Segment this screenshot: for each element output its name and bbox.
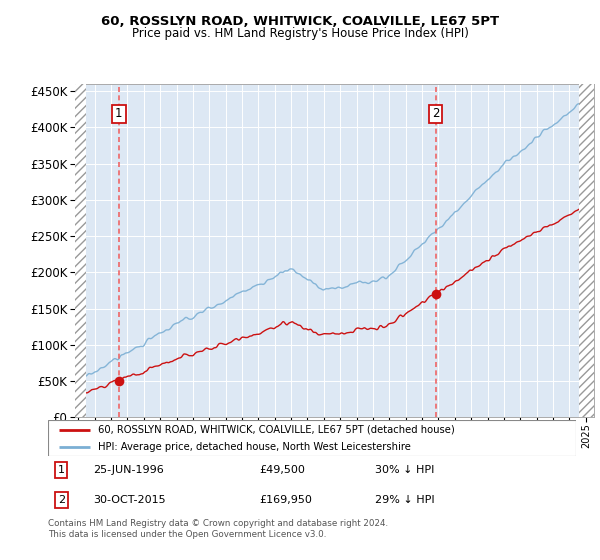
Bar <box>579 84 594 417</box>
Text: 1: 1 <box>58 465 65 475</box>
Text: 30-OCT-2015: 30-OCT-2015 <box>93 495 166 505</box>
Text: 60, ROSSLYN ROAD, WHITWICK, COALVILLE, LE67 5PT (detached house): 60, ROSSLYN ROAD, WHITWICK, COALVILLE, L… <box>98 425 455 435</box>
Text: 2: 2 <box>58 495 65 505</box>
Text: 30% ↓ HPI: 30% ↓ HPI <box>376 465 435 475</box>
FancyBboxPatch shape <box>48 420 576 456</box>
Text: 60, ROSSLYN ROAD, WHITWICK, COALVILLE, LE67 5PT: 60, ROSSLYN ROAD, WHITWICK, COALVILLE, L… <box>101 15 499 28</box>
Text: Contains HM Land Registry data © Crown copyright and database right 2024.
This d: Contains HM Land Registry data © Crown c… <box>48 520 388 539</box>
Text: £169,950: £169,950 <box>259 495 312 505</box>
Bar <box>75 84 86 417</box>
Text: 1: 1 <box>115 108 122 120</box>
Text: £49,500: £49,500 <box>259 465 305 475</box>
Text: Price paid vs. HM Land Registry's House Price Index (HPI): Price paid vs. HM Land Registry's House … <box>131 27 469 40</box>
Text: 29% ↓ HPI: 29% ↓ HPI <box>376 495 435 505</box>
Text: 2: 2 <box>432 108 439 120</box>
Text: HPI: Average price, detached house, North West Leicestershire: HPI: Average price, detached house, Nort… <box>98 442 411 451</box>
Text: 25-JUN-1996: 25-JUN-1996 <box>93 465 164 475</box>
